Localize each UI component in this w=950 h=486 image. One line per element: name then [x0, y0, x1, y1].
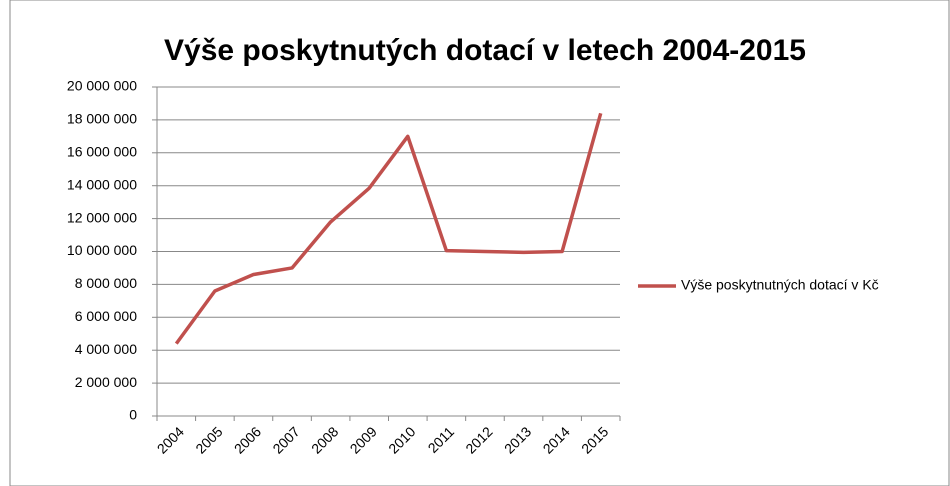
- y-tick-label: 14 000 000: [67, 176, 137, 192]
- y-tick-label: 16 000 000: [67, 144, 137, 160]
- y-tick-label: 10 000 000: [67, 242, 137, 258]
- y-tick-label: 6 000 000: [75, 308, 137, 324]
- y-tick-label: 2 000 000: [75, 374, 137, 390]
- y-tick-label: 18 000 000: [67, 111, 137, 127]
- y-tick-label: 8 000 000: [75, 275, 137, 291]
- chart-title: Výše poskytnutých dotací v letech 2004-2…: [164, 34, 806, 67]
- legend-label: Výše poskytnutných dotací v Kč: [681, 277, 879, 293]
- y-tick-label: 0: [129, 407, 137, 423]
- y-tick-label: 4 000 000: [75, 341, 137, 357]
- y-tick-label: 20 000 000: [67, 78, 137, 94]
- chart-border: [9, 0, 950, 486]
- series-line: [174, 112, 603, 345]
- y-tick-label: 12 000 000: [67, 209, 137, 225]
